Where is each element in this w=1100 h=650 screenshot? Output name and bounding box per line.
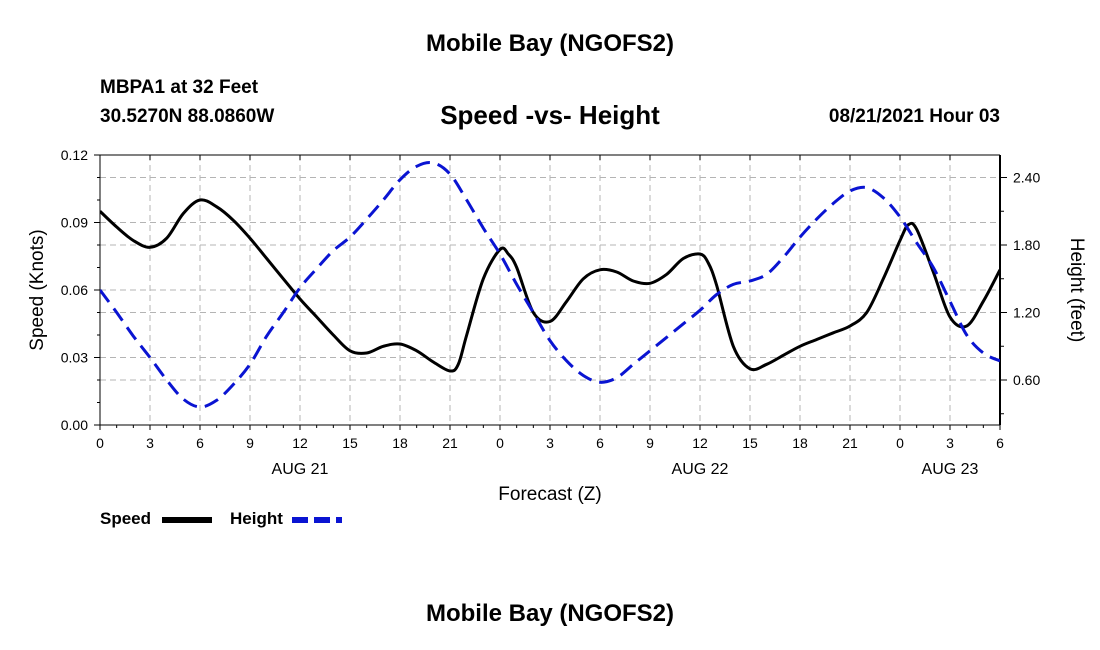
x-tick-label: 0 xyxy=(496,435,504,451)
coordinates-label: 30.5270N 88.0860W xyxy=(100,106,275,127)
x-tick-label: 6 xyxy=(996,435,1004,451)
legend-height-label: Height xyxy=(230,509,283,528)
footer-title: Mobile Bay (NGOFS2) xyxy=(425,600,675,627)
x-tick-label: 6 xyxy=(596,435,604,451)
date-label: AUG 21 xyxy=(272,461,329,478)
x-tick-label: 9 xyxy=(646,435,654,451)
y-right-axis-label: Height (feet) xyxy=(1066,238,1087,343)
y-left-tick-label: 0.12 xyxy=(61,147,88,163)
x-tick-label: 12 xyxy=(692,435,708,451)
x-tick-label: 12 xyxy=(292,435,308,451)
x-axis-label: Forecast (Z) xyxy=(498,484,601,505)
x-tick-label: 21 xyxy=(842,435,858,451)
forecast-datetime: 08/21/2021 Hour 03 xyxy=(828,106,1000,127)
x-tick-label: 0 xyxy=(896,435,904,451)
x-tick-label: 0 xyxy=(96,435,104,451)
x-tick-label: 21 xyxy=(442,435,458,451)
x-tick-label: 9 xyxy=(246,435,254,451)
x-tick-label: 18 xyxy=(392,435,408,451)
chart-title: Mobile Bay (NGOFS2) xyxy=(425,30,675,57)
y-left-tick-label: 0.06 xyxy=(61,282,88,298)
x-tick-label: 3 xyxy=(946,435,954,451)
x-tick-label: 18 xyxy=(792,435,808,451)
y-right-tick-label: 0.60 xyxy=(1013,372,1040,388)
chart-subtitle: Speed -vs- Height xyxy=(440,100,660,130)
y-right-tick-label: 2.40 xyxy=(1013,170,1040,186)
date-label: AUG 23 xyxy=(922,461,979,478)
y-left-tick-label: 0.03 xyxy=(61,350,88,366)
date-label: AUG 22 xyxy=(672,461,729,478)
series-line-speed xyxy=(100,198,1000,373)
y-left-tick-label: 0.00 xyxy=(61,417,88,433)
series-line-height xyxy=(100,160,1000,409)
x-tick-label: 6 xyxy=(196,435,204,451)
station-label: MBPA1 at 32 Feet xyxy=(100,77,259,98)
x-tick-label: 3 xyxy=(146,435,154,451)
y-left-tick-label: 0.09 xyxy=(61,215,88,231)
y-left-axis-label: Speed (Knots) xyxy=(27,229,48,350)
x-tick-label: 3 xyxy=(546,435,554,451)
x-tick-label: 15 xyxy=(742,435,758,451)
y-right-tick-label: 1.80 xyxy=(1013,237,1040,253)
y-right-tick-label: 1.20 xyxy=(1013,305,1040,321)
x-tick-label: 15 xyxy=(342,435,358,451)
legend-speed-label: Speed xyxy=(100,509,152,528)
